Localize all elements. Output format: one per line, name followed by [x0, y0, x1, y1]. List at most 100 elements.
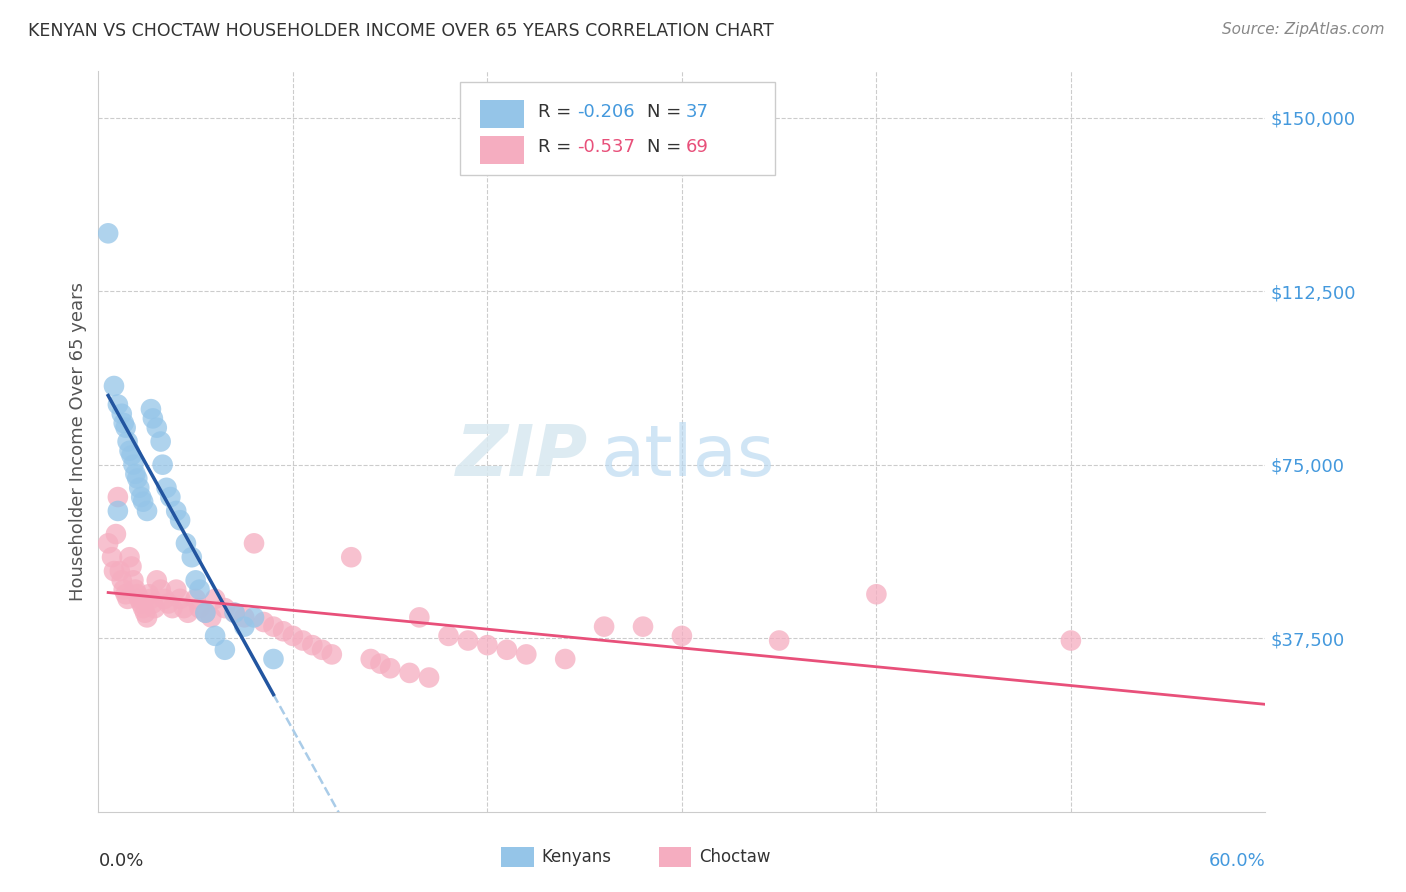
Point — [214, 642, 236, 657]
Point — [149, 582, 172, 597]
Point — [157, 597, 180, 611]
Point — [129, 597, 152, 611]
Point — [108, 564, 131, 578]
Point — [107, 504, 129, 518]
Point — [97, 536, 120, 550]
Text: R =: R = — [538, 138, 578, 156]
Point — [132, 494, 155, 508]
Point — [180, 550, 202, 565]
Point — [128, 591, 150, 606]
Bar — [501, 847, 534, 867]
Point — [169, 513, 191, 527]
Point — [124, 582, 146, 597]
Point — [253, 615, 276, 629]
Point — [311, 642, 333, 657]
Point — [173, 601, 195, 615]
Point — [139, 591, 162, 606]
Point — [103, 564, 125, 578]
Point — [129, 490, 152, 504]
Text: ZIP: ZIP — [457, 422, 589, 491]
Point — [122, 574, 145, 588]
Point — [111, 574, 134, 588]
Point — [174, 536, 197, 550]
Point — [142, 411, 165, 425]
Point — [262, 652, 284, 666]
Point — [114, 420, 136, 434]
Point — [408, 610, 430, 624]
Point — [139, 402, 162, 417]
Point — [1060, 633, 1083, 648]
Point — [118, 443, 141, 458]
Point — [159, 490, 181, 504]
Point — [233, 619, 256, 633]
Point — [122, 458, 145, 472]
Point — [554, 652, 576, 666]
Point — [768, 633, 790, 648]
Point — [111, 407, 134, 421]
Point — [224, 606, 246, 620]
Text: KENYAN VS CHOCTAW HOUSEHOLDER INCOME OVER 65 YEARS CORRELATION CHART: KENYAN VS CHOCTAW HOUSEHOLDER INCOME OVE… — [28, 22, 773, 40]
Point — [437, 629, 460, 643]
Point — [243, 536, 266, 550]
Point — [138, 587, 160, 601]
Text: 60.0%: 60.0% — [1209, 853, 1265, 871]
FancyBboxPatch shape — [460, 82, 775, 175]
Point — [360, 652, 382, 666]
Bar — [479, 136, 524, 164]
Point — [169, 591, 191, 606]
Point — [593, 619, 616, 633]
Bar — [479, 100, 524, 128]
Point — [204, 591, 226, 606]
Point — [103, 379, 125, 393]
Point — [243, 610, 266, 624]
Point — [177, 606, 200, 620]
Point — [128, 481, 150, 495]
Point — [188, 582, 211, 597]
Text: Kenyans: Kenyans — [541, 848, 612, 866]
Point — [101, 550, 124, 565]
Text: Source: ZipAtlas.com: Source: ZipAtlas.com — [1222, 22, 1385, 37]
Point — [340, 550, 363, 565]
Point — [262, 619, 284, 633]
Point — [136, 504, 159, 518]
Text: -0.537: -0.537 — [576, 138, 636, 156]
Point — [112, 416, 135, 430]
Text: N =: N = — [647, 138, 688, 156]
Text: R =: R = — [538, 103, 578, 120]
Point — [132, 601, 155, 615]
Point — [233, 610, 256, 624]
Point — [477, 638, 499, 652]
Point — [496, 642, 519, 657]
Point — [104, 527, 127, 541]
Point — [97, 227, 120, 241]
Point — [142, 597, 165, 611]
Point — [204, 629, 226, 643]
Point — [117, 591, 139, 606]
Point — [127, 471, 149, 485]
Point — [149, 434, 172, 449]
Point — [671, 629, 693, 643]
Text: Choctaw: Choctaw — [699, 848, 770, 866]
Point — [321, 648, 343, 662]
Point — [124, 467, 146, 481]
Point — [184, 574, 207, 588]
Point — [184, 591, 207, 606]
Text: 37: 37 — [685, 103, 709, 120]
Point — [152, 458, 174, 472]
Point — [291, 633, 314, 648]
Point — [121, 449, 143, 463]
Point — [418, 671, 440, 685]
Point — [515, 648, 537, 662]
Point — [143, 601, 166, 615]
Point — [121, 559, 143, 574]
Point — [194, 606, 217, 620]
Text: atlas: atlas — [600, 422, 775, 491]
Text: 0.0%: 0.0% — [98, 853, 143, 871]
Text: -0.206: -0.206 — [576, 103, 634, 120]
Point — [107, 398, 129, 412]
Point — [631, 619, 654, 633]
Point — [153, 591, 176, 606]
Point — [165, 504, 187, 518]
Bar — [658, 847, 692, 867]
Point — [127, 587, 149, 601]
